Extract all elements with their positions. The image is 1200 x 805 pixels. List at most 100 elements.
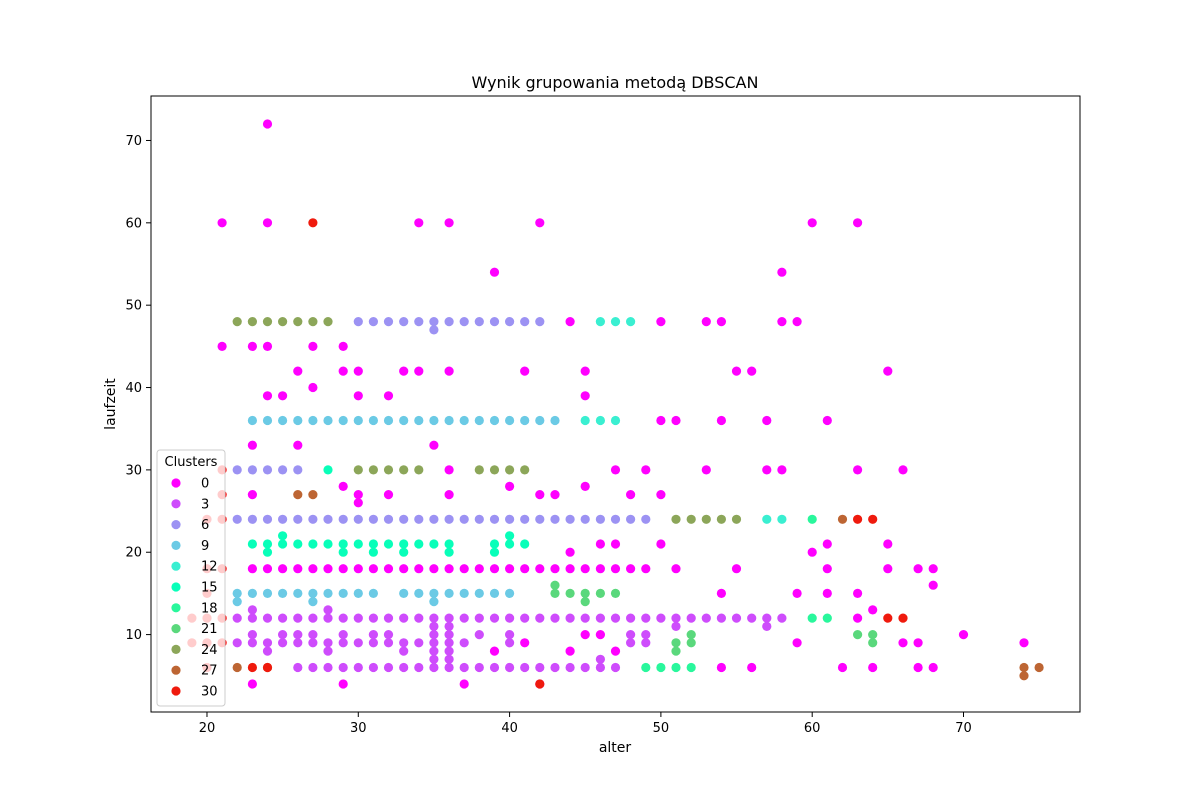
data-point <box>626 564 636 574</box>
data-point <box>262 119 273 129</box>
data-point <box>247 662 257 673</box>
data-point <box>383 662 394 673</box>
data-point <box>278 630 288 640</box>
data-point <box>278 564 288 574</box>
data-point <box>247 630 257 640</box>
data-point <box>853 514 863 524</box>
data-point <box>383 391 394 401</box>
data-point <box>580 415 590 426</box>
x-tick-label: 60 <box>804 721 821 736</box>
data-point <box>580 597 590 607</box>
data-point <box>247 564 257 574</box>
data-point <box>429 597 439 607</box>
data-point <box>338 679 348 689</box>
data-point <box>414 317 424 327</box>
data-point <box>565 564 575 574</box>
data-point <box>323 613 333 623</box>
data-point <box>368 514 378 524</box>
data-point <box>853 588 863 599</box>
data-point <box>383 415 394 426</box>
data-point <box>595 564 606 574</box>
data-point <box>278 588 288 599</box>
data-point <box>505 415 515 426</box>
data-point <box>641 564 651 574</box>
data-point <box>414 465 424 475</box>
y-tick-label: 60 <box>125 216 142 231</box>
data-point <box>414 366 424 376</box>
data-point <box>308 597 318 607</box>
data-point <box>671 415 681 426</box>
data-point <box>716 613 727 623</box>
data-point <box>262 613 273 623</box>
data-point <box>1034 662 1044 673</box>
data-point <box>686 613 696 623</box>
data-point <box>368 547 378 557</box>
data-point <box>489 465 500 475</box>
data-point <box>338 481 348 491</box>
data-point <box>731 514 742 524</box>
data-point <box>459 662 469 673</box>
data-point <box>853 630 863 640</box>
data-point <box>429 539 439 549</box>
data-point <box>747 366 757 376</box>
data-point <box>338 539 348 549</box>
data-point <box>520 662 530 673</box>
data-point <box>444 630 454 640</box>
data-point <box>595 539 606 549</box>
data-point <box>383 317 394 327</box>
data-point <box>353 662 363 673</box>
data-point <box>580 514 590 524</box>
data-point <box>550 580 560 590</box>
data-point <box>323 662 333 673</box>
x-tick-label: 30 <box>350 721 367 736</box>
data-point <box>338 564 348 574</box>
data-point <box>807 514 817 524</box>
legend-marker <box>171 478 181 488</box>
data-point <box>338 547 348 557</box>
data-point <box>610 662 621 673</box>
y-tick-label: 70 <box>125 134 142 149</box>
data-point <box>459 564 469 574</box>
data-point <box>731 613 742 623</box>
data-point <box>338 366 348 376</box>
data-point <box>459 679 469 689</box>
data-point <box>247 490 257 500</box>
data-point <box>626 317 636 327</box>
data-point <box>399 547 409 557</box>
data-point <box>474 514 484 524</box>
data-point <box>293 638 303 648</box>
data-point <box>293 317 303 327</box>
data-point <box>459 613 469 623</box>
legend-marker <box>171 561 181 571</box>
data-point <box>278 391 288 401</box>
data-point <box>338 514 348 524</box>
data-point <box>353 391 363 401</box>
data-point <box>414 613 424 623</box>
data-point <box>414 638 424 648</box>
data-point <box>535 317 545 327</box>
data-point <box>262 564 273 574</box>
data-point <box>686 638 696 648</box>
data-point <box>323 317 333 327</box>
data-point <box>474 564 484 574</box>
data-point <box>383 630 394 640</box>
data-point <box>474 630 484 640</box>
data-point <box>489 662 500 673</box>
data-point <box>308 638 318 648</box>
data-point <box>595 514 606 524</box>
data-point <box>429 630 439 640</box>
data-point <box>383 490 394 500</box>
data-point <box>807 547 817 557</box>
data-point <box>414 662 424 673</box>
data-point <box>399 662 409 673</box>
y-tick-label: 30 <box>125 463 142 478</box>
legend-entry-label: 6 <box>201 518 209 533</box>
data-point <box>701 613 711 623</box>
x-axis-ticks: 20 30 40 50 60 70 <box>199 712 972 736</box>
data-point <box>550 514 560 524</box>
data-point <box>777 317 787 327</box>
data-point <box>353 465 363 475</box>
data-point <box>247 539 257 549</box>
data-point <box>444 218 454 228</box>
